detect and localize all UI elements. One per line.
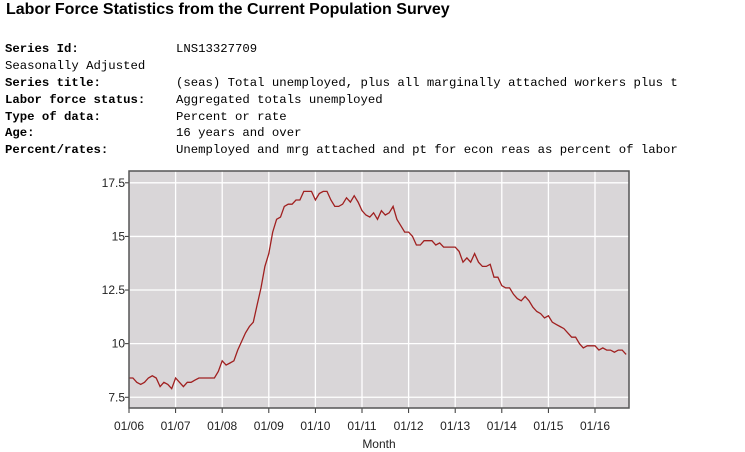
x-tick-label: 01/08: [207, 419, 237, 433]
meta-label: Type of data:: [5, 109, 101, 124]
meta-row-series-title: Series title: (seas) Total unemployed, pl…: [5, 75, 678, 92]
series-metadata: Series Id: LNS13327709 Seasonally Adjuste…: [5, 41, 678, 159]
meta-row-seasonal: Seasonally Adjusted: [5, 58, 176, 75]
x-tick-label: 01/11: [347, 419, 376, 433]
meta-label: Series Id:: [5, 42, 79, 56]
meta-value: Aggregated totals unemployed: [176, 92, 383, 107]
x-tick-label: 01/09: [254, 419, 284, 433]
meta-row-series-id: Series Id: LNS13327709: [5, 41, 257, 58]
meta-value: (seas) Total unemployed, plus all margin…: [176, 75, 678, 90]
plot-frame: [128, 170, 630, 409]
meta-label: Age:: [5, 126, 35, 141]
y-tick-label: 15: [112, 229, 126, 243]
meta-label: Series title:: [5, 75, 101, 90]
meta-value: 16 years and over: [176, 126, 302, 141]
y-tick-label: 7.5: [108, 390, 125, 404]
meta-label: Labor force status:: [5, 92, 146, 107]
meta-value: LNS13327709: [176, 42, 258, 56]
x-tick-label: 01/06: [114, 419, 144, 433]
y-tick-label: 10: [112, 337, 126, 351]
x-tick-label: 01/13: [440, 419, 470, 433]
x-axis-label: Month: [362, 437, 395, 451]
y-tick-label: 12.5: [102, 283, 126, 297]
meta-row-age: Age: 16 years and over: [5, 125, 301, 142]
x-tick-label: 01/15: [533, 419, 563, 433]
series-line: [129, 190, 627, 390]
x-tick-label: 01/14: [487, 419, 517, 433]
meta-value: Unemployed and mrg attached and pt for e…: [176, 143, 678, 158]
x-tick-label: 01/10: [300, 419, 330, 433]
meta-label: Percent/rates:: [5, 143, 109, 158]
meta-row-status: Labor force status: Aggregated totals une…: [5, 92, 383, 109]
x-tick-label: 01/12: [394, 419, 424, 433]
meta-value: Percent or rate: [176, 109, 287, 124]
meta-row-type: Type of data: Percent or rate: [5, 109, 287, 126]
y-tick-label: 17.5: [102, 176, 126, 190]
x-tick-label: 01/16: [580, 419, 610, 433]
meta-row-rates: Percent/rates: Unemployed and mrg attache…: [5, 142, 678, 159]
x-tick-label: 01/07: [161, 419, 191, 433]
meta-label: Seasonally Adjusted: [5, 58, 146, 73]
page-title: Labor Force Statistics from the Current …: [6, 1, 450, 18]
